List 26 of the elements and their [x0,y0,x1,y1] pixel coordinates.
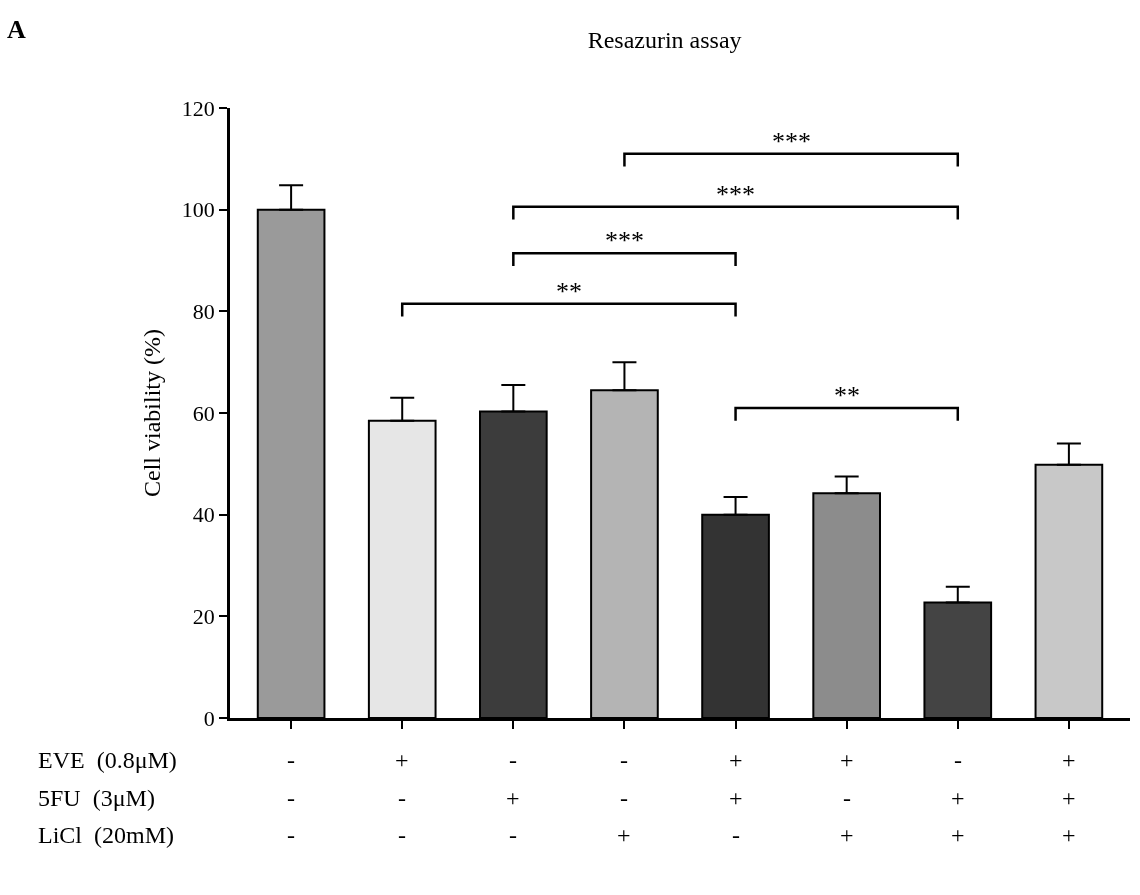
x-tick-label: - - + [617,747,631,848]
y-tick-label: 0 [203,705,215,731]
x-tick-label: + - - [395,747,409,848]
text: 5FU (3μM) [38,785,155,811]
text: LiCl (20mM) [38,822,174,848]
annotation: *** [716,180,755,209]
x-tick-label: + - + [840,747,854,848]
y-tick-label: 60 [192,400,215,426]
chart-title: Resazurin assay [587,27,742,54]
annotation: *** [605,226,644,255]
text: EVE (0.8μM) [38,747,177,773]
y-tick-label: 20 [192,604,215,630]
y-tick-label: 120 [181,95,215,121]
x-tick-label: + + - [729,747,743,848]
annotation: *** [772,127,811,156]
x-tick-label: - + - [506,747,520,848]
x-tick-label: + + + [1062,747,1076,848]
y-tick-label: 100 [181,197,215,223]
y-tick-label: 80 [192,299,215,325]
y-tick-label: 40 [192,502,215,528]
x-tick-label: - + + [951,747,965,848]
annotation: ** [834,381,860,410]
y-axis-title: Cell viability (%) [138,329,165,497]
annotation: ** [556,277,582,306]
x-tick-label: - - - [287,747,295,848]
text: A [7,15,26,44]
